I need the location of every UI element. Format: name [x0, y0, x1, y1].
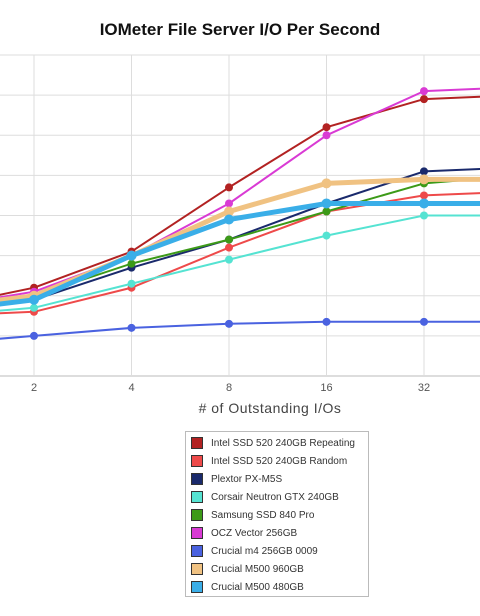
- legend-label: OCZ Vector 256GB: [211, 527, 298, 539]
- series-8: [0, 198, 480, 307]
- data-point: [225, 199, 233, 208]
- data-point: [30, 331, 38, 340]
- data-point: [420, 95, 428, 104]
- data-point: [224, 214, 234, 225]
- legend-label: Crucial M500 960GB: [211, 563, 304, 575]
- legend-swatch: [191, 509, 203, 521]
- legend-item: Plextor PX-M5S: [186, 470, 368, 488]
- data-point: [127, 259, 136, 268]
- data-point: [225, 243, 233, 252]
- x-tick-labels: 2 4 8 16 32: [31, 382, 430, 394]
- data-point: [225, 183, 233, 192]
- legend-swatch: [191, 473, 203, 485]
- data-point: [126, 250, 137, 261]
- data-point: [420, 191, 428, 200]
- legend-label: Intel SSD 520 240GB Repeating: [211, 437, 355, 449]
- legend-swatch: [191, 437, 203, 449]
- x-axis-label: # of Outstanding I/Os: [198, 400, 342, 416]
- x-tick-label: 16: [320, 382, 332, 394]
- legend-item: OCZ Vector 256GB: [186, 524, 368, 542]
- data-point: [322, 231, 331, 240]
- legend-label: Plextor PX-M5S: [211, 473, 283, 485]
- data-point: [322, 131, 331, 140]
- data-point: [420, 87, 428, 96]
- series-lines: [0, 87, 480, 340]
- chart-title: IOMeter File Server I/O Per Second: [99, 20, 381, 39]
- legend-label: Crucial M500 480GB: [211, 581, 304, 593]
- data-point: [322, 123, 331, 132]
- legend-swatch: [191, 527, 203, 539]
- x-tick-label: 32: [418, 382, 430, 394]
- data-point: [322, 317, 331, 326]
- legend-item: Crucial M500 480GB: [186, 578, 368, 596]
- legend-swatch: [191, 581, 203, 593]
- legend-item: Crucial m4 256GB 0009: [186, 542, 368, 560]
- data-point: [127, 279, 136, 288]
- series-line: [0, 214, 480, 312]
- data-point: [419, 198, 429, 209]
- data-point: [225, 255, 233, 264]
- data-point: [30, 303, 38, 312]
- data-point: [321, 178, 332, 189]
- x-tick-label: 2: [31, 382, 37, 394]
- legend-item: Intel SSD 520 240GB Repeating: [186, 434, 368, 452]
- legend-item: Samsung SSD 840 Pro: [186, 506, 368, 524]
- legend-swatch: [191, 563, 203, 575]
- data-point: [322, 207, 331, 216]
- data-point: [420, 211, 428, 220]
- data-point: [321, 198, 332, 209]
- data-point: [225, 235, 233, 244]
- data-point: [420, 167, 428, 176]
- legend-swatch: [191, 545, 203, 557]
- legend-item: Crucial M500 960GB: [186, 560, 368, 578]
- series-6: [0, 317, 480, 340]
- series-line: [0, 320, 480, 340]
- legend-item: Intel SSD 520 240GB Random: [186, 452, 368, 470]
- x-tick-label: 8: [226, 382, 232, 394]
- series-3: [0, 211, 480, 312]
- legend-label: Corsair Neutron GTX 240GB: [211, 491, 339, 503]
- x-tick-label: 4: [128, 382, 134, 394]
- data-point: [419, 174, 429, 185]
- data-point: [225, 319, 233, 328]
- data-point: [224, 206, 234, 217]
- data-point: [29, 294, 39, 305]
- legend-swatch: [191, 491, 203, 503]
- legend-swatch: [191, 455, 203, 467]
- legend-label: Intel SSD 520 240GB Random: [211, 455, 348, 467]
- legend: Intel SSD 520 240GB Repeating Intel SSD 5…: [185, 431, 369, 597]
- data-point: [420, 317, 428, 326]
- data-point: [127, 323, 136, 332]
- line-chart: 2 4 8 16 32: [0, 54, 480, 394]
- legend-label: Crucial m4 256GB 0009: [211, 545, 318, 557]
- series-1: [0, 191, 480, 316]
- legend-item: Corsair Neutron GTX 240GB: [186, 488, 368, 506]
- legend-label: Samsung SSD 840 Pro: [211, 509, 315, 521]
